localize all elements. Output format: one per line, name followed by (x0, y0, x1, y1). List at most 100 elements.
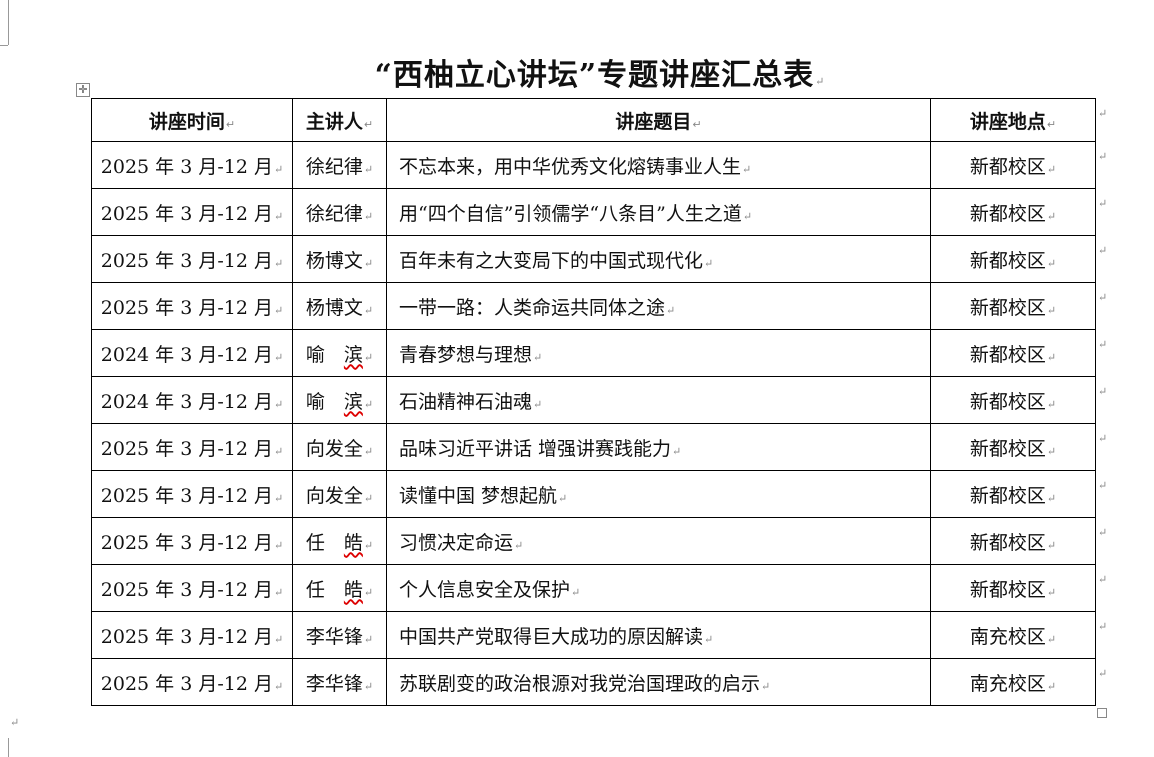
header-time: 讲座时间 (91, 98, 293, 142)
place-text: 新都校区 (970, 438, 1056, 460)
place-text: 南充校区 (970, 626, 1056, 648)
table-row: 2025 年 3 月-12 月 杨博文 百年未有之大变局下的中国式现代化 新都校区 (91, 235, 1096, 283)
topic-text: 石油精神石油魂 (399, 391, 542, 413)
place-text: 新都校区 (970, 579, 1056, 601)
time-text: 2025 年 3 月-12 月 (101, 532, 283, 554)
topic-text: 用“四个自信”引领儒学“八条目”人生之道 (399, 203, 752, 225)
cell-speaker: 向发全 (292, 423, 387, 471)
row-end-mark-icon: ↵ (1098, 149, 1108, 163)
place-text: 新都校区 (970, 156, 1056, 178)
cell-speaker: 徐纪律 (292, 188, 387, 236)
row-end-mark-icon: ↵ (1098, 478, 1108, 492)
speaker-text: 任 皓 (306, 532, 373, 554)
cell-speaker: 李华锋 (292, 658, 387, 706)
topic-text: 品味习近平讲话 增强讲赛践能力 (399, 438, 681, 460)
table-move-handle-icon[interactable]: ✛ (76, 83, 90, 97)
topic-text: 苏联剧变的政治根源对我党治国理政的启示 (399, 673, 770, 695)
row-end-mark-icon: ↵ (1098, 666, 1108, 680)
row-end-mark-icon: ↵ (1098, 572, 1108, 586)
cell-speaker: 杨博文 (292, 282, 387, 330)
speaker-text: 喻 滨 (306, 344, 373, 366)
place-text: 新都校区 (970, 344, 1056, 366)
cell-topic: 习惯决定命运 (386, 517, 931, 565)
table-row: 2025 年 3 月-12 月 李华锋 苏联剧变的政治根源对我党治国理政的启示 南充校… (91, 658, 1096, 706)
row-end-mark-icon: ↵ (1098, 337, 1108, 351)
time-text: 2025 年 3 月-12 月 (101, 626, 283, 648)
cell-place: 新都校区 (930, 517, 1096, 565)
cell-place: 新都校区 (930, 376, 1096, 424)
time-text: 2025 年 3 月-12 月 (101, 485, 283, 507)
topic-text: 读懂中国 梦想起航 (399, 485, 567, 507)
topic-text: 习惯决定命运 (399, 532, 523, 554)
spellcheck-underline: 皓 (343, 531, 363, 554)
table-row: 2025 年 3 月-12 月 徐纪律 不忘本来，用中华优秀文化熔铸事业人生 新都校区 (91, 141, 1096, 189)
cell-topic: 中国共产党取得巨大成功的原因解读 (386, 611, 931, 659)
cell-time: 2025 年 3 月-12 月 (91, 282, 293, 330)
paragraph-mark-icon: ↵ (10, 716, 20, 729)
time-text: 2025 年 3 月-12 月 (101, 579, 283, 601)
cell-place: 新都校区 (930, 188, 1096, 236)
time-text: 2025 年 3 月-12 月 (101, 203, 283, 225)
speaker-text: 任 皓 (306, 579, 373, 601)
table-row: 2025 年 3 月-12 月 向发全 品味习近平讲话 增强讲赛践能力 新都校区 (91, 423, 1096, 471)
page-corner-mark (0, 45, 8, 46)
speaker-text: 杨博文 (306, 250, 373, 272)
cell-speaker: 杨博文 (292, 235, 387, 283)
table-header-row: 讲座时间 主讲人 讲座题目 讲座地点 (91, 98, 1096, 142)
table-row: 2025 年 3 月-12 月 向发全 读懂中国 梦想起航 新都校区 (91, 470, 1096, 518)
table-row: 2025 年 3 月-12 月 徐纪律 用“四个自信”引领儒学“八条目”人生之道 新都… (91, 188, 1096, 236)
cell-topic: 品味习近平讲话 增强讲赛践能力 (386, 423, 931, 471)
cell-time: 2025 年 3 月-12 月 (91, 611, 293, 659)
row-end-mark-icon: ↵ (1098, 243, 1108, 257)
place-text: 南充校区 (970, 673, 1056, 695)
time-text: 2024 年 3 月-12 月 (101, 391, 283, 413)
cell-topic: 读懂中国 梦想起航 (386, 470, 931, 518)
speaker-text: 喻 滨 (306, 391, 373, 413)
cell-speaker: 任 皓 (292, 564, 387, 612)
cell-place: 新都校区 (930, 470, 1096, 518)
speaker-text: 李华锋 (306, 673, 373, 695)
spellcheck-underline: 皓 (343, 578, 363, 601)
place-text: 新都校区 (970, 485, 1056, 507)
cell-place: 南充校区 (930, 658, 1096, 706)
cell-time: 2025 年 3 月-12 月 (91, 658, 293, 706)
cell-place: 新都校区 (930, 235, 1096, 283)
page-corner-mark (8, 738, 9, 757)
spellcheck-underline: 滨 (343, 390, 363, 413)
header-topic: 讲座题目 (386, 98, 931, 142)
lecture-table: 讲座时间 主讲人 讲座题目 讲座地点 2025 年 3 月-12 月徐纪律不忘本… (91, 98, 1096, 706)
place-text: 新都校区 (970, 250, 1056, 272)
table-resize-handle[interactable] (1097, 708, 1107, 718)
cell-time: 2025 年 3 月-12 月 (91, 564, 293, 612)
topic-text: 一带一路：人类命运共同体之途 (399, 297, 675, 319)
speaker-text: 徐纪律 (306, 156, 373, 178)
cell-time: 2024 年 3 月-12 月 (91, 329, 293, 377)
place-text: 新都校区 (970, 297, 1056, 319)
table-row: 2024 年 3 月-12 月 喻 滨 石油精神石油魂 新都校区 (91, 376, 1096, 424)
cell-time: 2025 年 3 月-12 月 (91, 141, 293, 189)
time-text: 2024 年 3 月-12 月 (101, 344, 283, 366)
row-end-mark-icon: ↵ (1098, 431, 1108, 445)
header-place: 讲座地点 (930, 98, 1096, 142)
place-text: 新都校区 (970, 532, 1056, 554)
table-row: 2025 年 3 月-12 月 李华锋 中国共产党取得巨大成功的原因解读 南充校区 (91, 611, 1096, 659)
spellcheck-underline: 滨 (343, 343, 363, 366)
cell-speaker: 向发全 (292, 470, 387, 518)
cell-place: 南充校区 (930, 611, 1096, 659)
cell-topic: 青春梦想与理想 (386, 329, 931, 377)
cell-time: 2025 年 3 月-12 月 (91, 517, 293, 565)
time-text: 2025 年 3 月-12 月 (101, 438, 283, 460)
cell-topic: 个人信息安全及保护 (386, 564, 931, 612)
cell-time: 2025 年 3 月-12 月 (91, 423, 293, 471)
row-end-mark-icon: ↵ (1098, 106, 1108, 120)
time-text: 2025 年 3 月-12 月 (101, 156, 283, 178)
table-row: 2025 年 3 月-12 月 任 皓 个人信息安全及保护 新都校区 (91, 564, 1096, 612)
time-text: 2025 年 3 月-12 月 (101, 673, 283, 695)
topic-text: 百年未有之大变局下的中国式现代化 (399, 250, 713, 272)
cell-speaker: 李华锋 (292, 611, 387, 659)
cell-time: 2025 年 3 月-12 月 (91, 235, 293, 283)
cell-topic: 用“四个自信”引领儒学“八条目”人生之道 (386, 188, 931, 236)
speaker-text: 杨博文 (306, 297, 373, 319)
cell-place: 新都校区 (930, 564, 1096, 612)
cell-speaker: 喻 滨 (292, 376, 387, 424)
